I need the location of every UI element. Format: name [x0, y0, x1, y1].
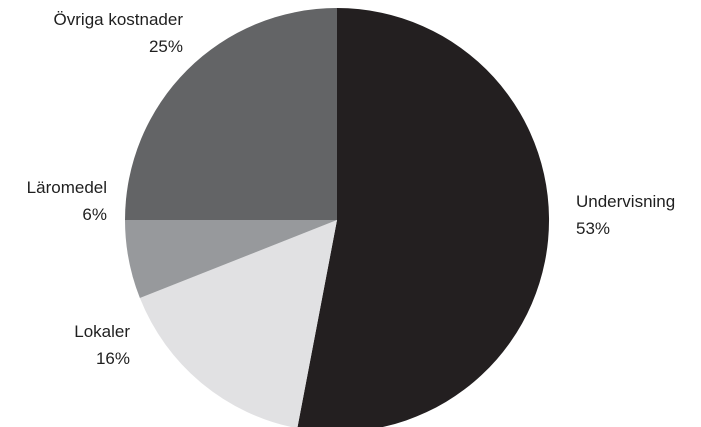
label-undervisning: Undervisning	[576, 192, 675, 211]
pct-laromedel: 6%	[82, 205, 107, 224]
pct-lokaler: 16%	[96, 349, 130, 368]
slice-ovriga-kostnader	[125, 8, 337, 220]
label-laromedel: Läromedel	[27, 178, 107, 197]
label-ovriga-kostnader: Övriga kostnader	[54, 10, 184, 29]
pct-ovriga-kostnader: 25%	[149, 37, 183, 56]
slice-lokaler	[139, 220, 337, 427]
label-lokaler: Lokaler	[74, 322, 130, 341]
slice-laromedel	[125, 220, 337, 299]
slice-undervisning	[297, 8, 550, 427]
pct-undervisning: 53%	[576, 219, 610, 238]
pie-slices	[125, 8, 550, 427]
